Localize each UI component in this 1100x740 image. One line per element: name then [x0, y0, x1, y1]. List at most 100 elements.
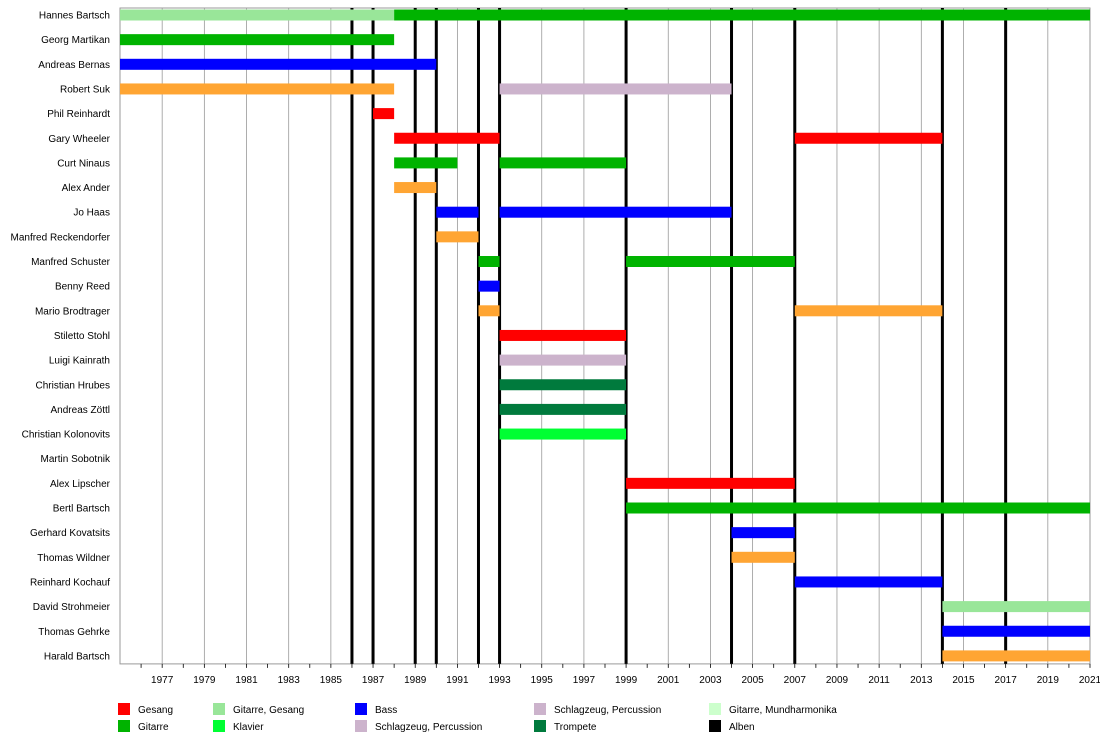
member-bar — [942, 601, 1090, 613]
tick-label: 2013 — [910, 675, 933, 686]
member-bar — [478, 256, 500, 267]
member-bar — [794, 132, 943, 144]
member-label: Andreas Zöttl — [51, 405, 110, 416]
legend-label: Alben — [729, 722, 755, 733]
member-bar — [120, 9, 395, 21]
legend-label: Gitarre, Mundharmonika — [729, 705, 837, 716]
tick-label: 1989 — [404, 675, 427, 686]
member-bar — [626, 256, 795, 267]
x-axis-ticks: 1977 1979 1981 1983 1985 1987 1989 1991 1993 1995… — [140, 663, 1100, 686]
member-bar — [794, 305, 943, 317]
legend-swatch — [534, 720, 546, 732]
member-label: Thomas Wildner — [37, 553, 110, 564]
tick-label: 2003 — [699, 675, 722, 686]
member-label: Reinhard Kochauf — [30, 577, 110, 588]
tick-label: 2009 — [826, 675, 849, 686]
legend-swatch — [118, 703, 130, 715]
member-bar — [394, 132, 500, 144]
tick-label: 1987 — [362, 675, 385, 686]
legend-swatch — [213, 720, 225, 732]
legend-label: Gitarre, Gesang — [233, 705, 304, 716]
tick-label: 1981 — [235, 675, 258, 686]
legend: Gesang Gitarre Gitarre, Gesang Klavier Bass S… — [118, 703, 837, 733]
member-label: Harald Bartsch — [44, 651, 110, 662]
tick-label: 2005 — [741, 675, 764, 686]
member-label: Martin Sobotnik — [41, 454, 111, 465]
legend-label: Schlagzeug, Percussion — [375, 722, 482, 733]
tick-label: 2015 — [952, 675, 975, 686]
legend-label: Schlagzeug, Percussion — [554, 705, 661, 716]
member-bar — [499, 157, 627, 169]
legend-swatch — [118, 720, 130, 732]
member-bar — [120, 58, 437, 70]
member-label: Christian Kolonovits — [22, 430, 110, 441]
member-label: Robert Suk — [60, 84, 111, 95]
member-bar — [942, 625, 1090, 637]
tick-label: 1983 — [278, 675, 301, 686]
member-bar — [731, 527, 795, 539]
member-label: Alex Ander — [62, 183, 111, 194]
member-label: David Strohmeier — [33, 602, 111, 613]
member-label: Jo Haas — [73, 208, 110, 219]
member-bar — [478, 280, 500, 292]
legend-swatch — [534, 703, 546, 715]
member-bar — [120, 34, 395, 46]
member-bar — [626, 502, 1090, 514]
member-bar — [942, 650, 1090, 662]
tick-label: 1977 — [151, 675, 174, 686]
member-label: Stiletto Stohl — [54, 331, 110, 342]
member-bar — [499, 379, 627, 391]
member-bar — [373, 108, 395, 120]
album-lines — [350, 8, 1008, 664]
tick-label: 2021 — [1079, 675, 1100, 686]
member-label: Georg Martikan — [41, 35, 110, 46]
member-label: Manfred Schuster — [31, 257, 111, 268]
legend-label: Trompete — [554, 722, 597, 733]
tick-label: 1985 — [320, 675, 343, 686]
legend-swatch — [709, 720, 721, 732]
member-bar — [499, 83, 732, 95]
member-bar — [626, 477, 795, 489]
member-bar — [499, 206, 732, 218]
legend-label: Klavier — [233, 722, 264, 733]
tick-label: 1995 — [531, 675, 554, 686]
legend-swatch — [709, 703, 721, 715]
member-label: Mario Brodtrager — [35, 306, 111, 317]
member-label: Benny Reed — [55, 282, 110, 293]
member-bars — [120, 9, 1090, 662]
member-label: Hannes Bartsch — [39, 11, 110, 22]
tick-label: 1999 — [615, 675, 638, 686]
legend-swatch — [355, 703, 367, 715]
legend-label: Gitarre — [138, 722, 169, 733]
member-bar — [499, 329, 627, 341]
member-bar — [436, 231, 479, 243]
member-label: Manfred Reckendorfer — [11, 232, 111, 243]
tick-label: 2017 — [995, 675, 1018, 686]
legend-swatch — [355, 720, 367, 732]
member-bar — [731, 551, 795, 563]
member-label: Andreas Bernas — [38, 60, 110, 71]
member-bar — [436, 206, 479, 218]
legend-label: Bass — [375, 705, 397, 716]
tick-label: 1979 — [193, 675, 216, 686]
tick-label: 2019 — [1037, 675, 1060, 686]
member-labels: Hannes Bartsch Georg Martikan Andreas Bern… — [11, 11, 111, 663]
member-bar — [120, 83, 395, 95]
member-label: Alex Lipscher — [50, 479, 111, 490]
tick-label: 2007 — [784, 675, 807, 686]
member-label: Thomas Gehrke — [38, 627, 110, 638]
legend-label: Gesang — [138, 705, 173, 716]
member-bar — [499, 403, 627, 415]
member-bar — [394, 182, 437, 194]
member-bar — [499, 428, 627, 440]
tick-label: 2011 — [868, 675, 890, 686]
tick-label: 1991 — [446, 675, 469, 686]
member-label: Bertl Bartsch — [53, 504, 110, 515]
member-bar — [394, 157, 458, 169]
tick-label: 1997 — [573, 675, 596, 686]
member-bar — [394, 9, 1090, 21]
member-label: Luigi Kainrath — [49, 356, 110, 367]
member-bar — [478, 305, 500, 317]
member-label: Curt Ninaus — [57, 158, 110, 169]
